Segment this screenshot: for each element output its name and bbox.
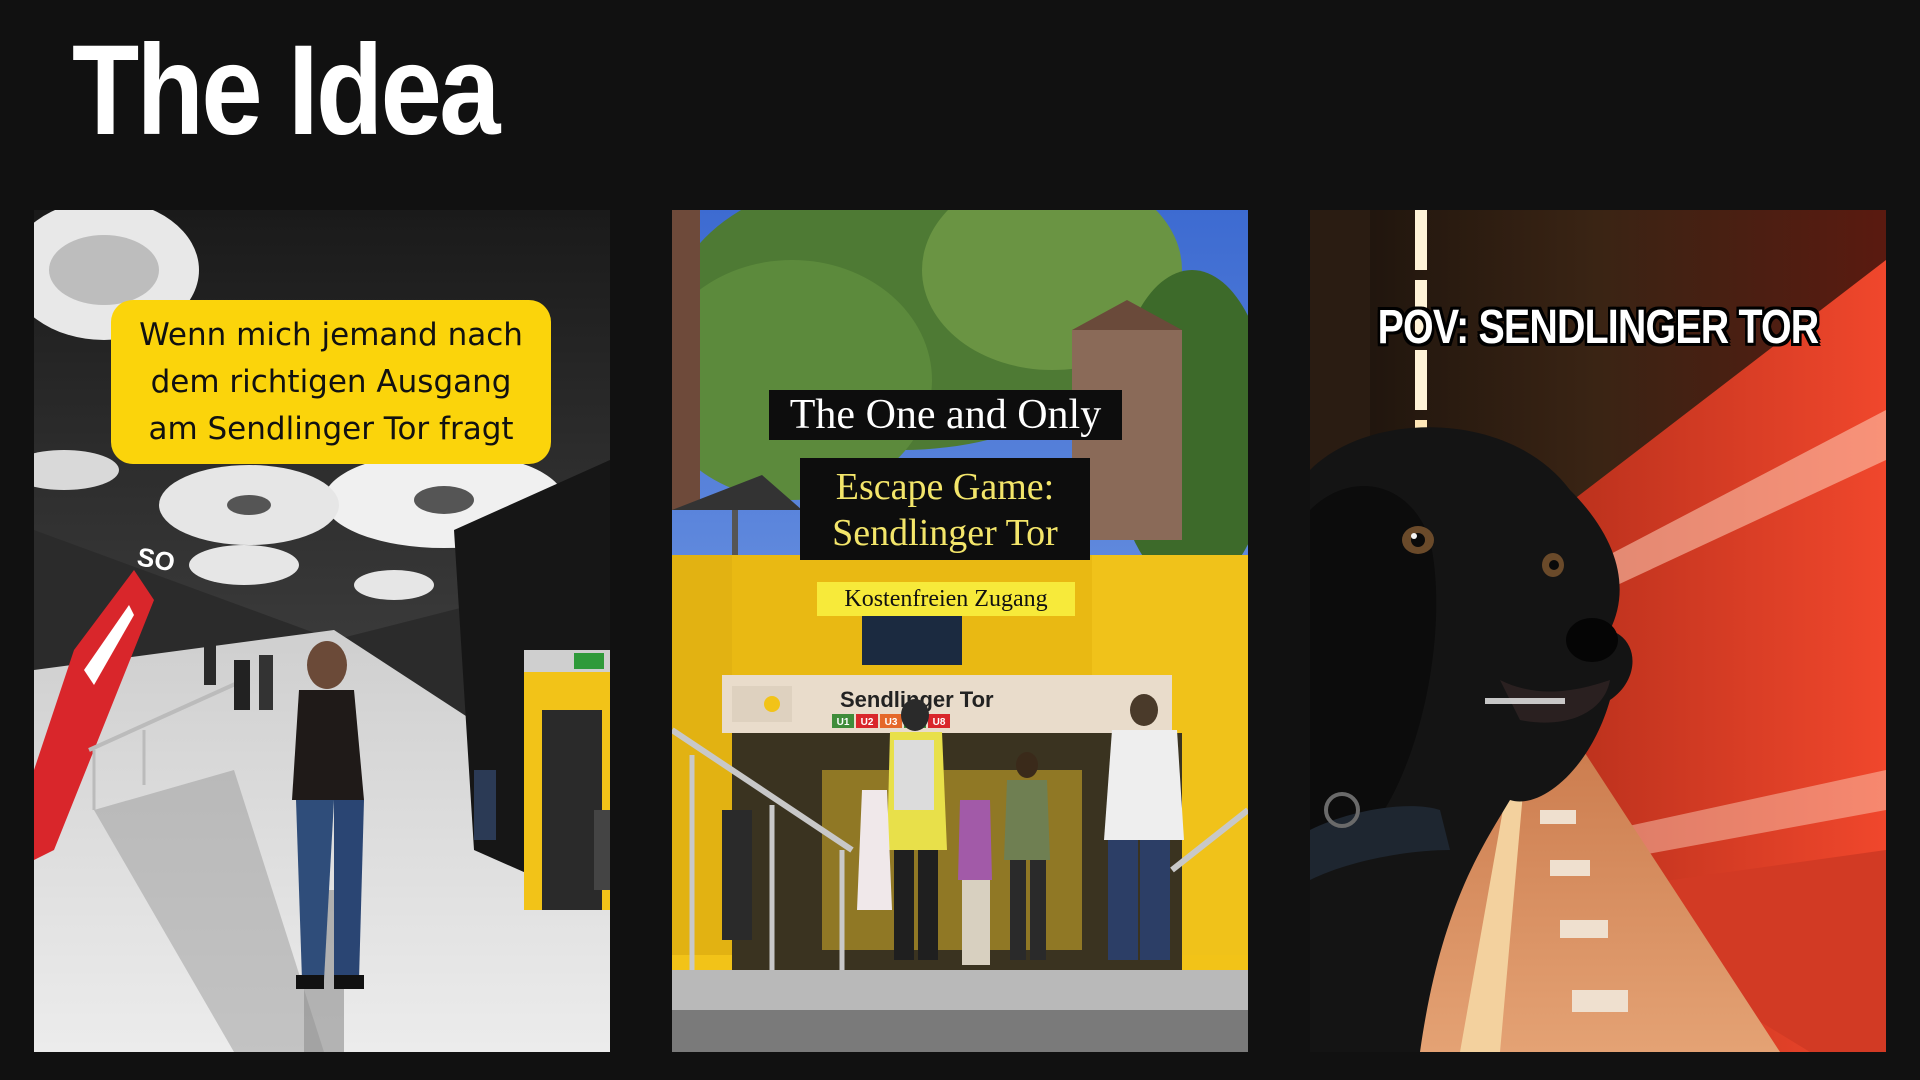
image-card-dog: POV: SENDLINGER TOR [1310,210,1886,1052]
image-card-hallway: SO Wenn mich jemand nach dem richtigen A… [34,210,610,1052]
entrance-photo: Sendlinger Tor U1 U2 U3 U7 U8 [672,210,1248,1052]
caption-bubble: Wenn mich jemand nach dem richtigen Ausg… [111,300,551,464]
line-badge-u1: U1 [837,717,850,728]
image-card-entrance: Sendlinger Tor U1 U2 U3 U7 U8 [672,210,1248,1052]
station-sign-text: SO [135,541,177,577]
pov-caption: POV: SENDLINGER TOR [1377,301,1820,354]
headline-line2: Escape Game: Sendlinger Tor [800,458,1090,560]
line-badge-u8: U8 [933,717,946,728]
headline-line1: The One and Only [769,390,1122,440]
line-badge-u3: U3 [885,717,898,728]
slide-title: The Idea [72,19,500,162]
headline-line3: Kostenfreien Zugang [817,582,1075,616]
line-badges: U1 U2 U3 U7 U8 [832,714,950,728]
dog-photo [1310,210,1886,1052]
line-badge-u2: U2 [861,717,874,728]
